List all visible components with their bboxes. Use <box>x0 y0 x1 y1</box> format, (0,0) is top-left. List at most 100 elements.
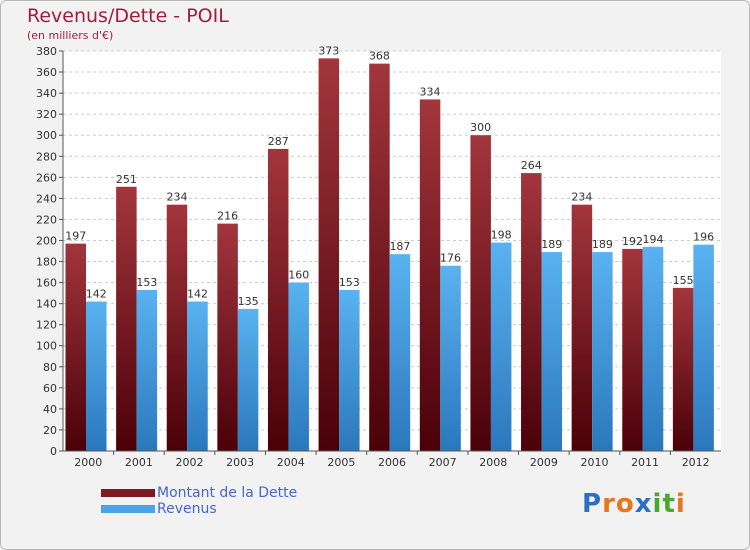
legend-label-debt: Montant de la Dette <box>157 485 298 501</box>
bar-revenus <box>490 242 512 451</box>
bar-dette <box>116 186 137 451</box>
data-labels: 197 142 251 153 234 142 216 135 287 160 373 153 368 1… <box>65 44 714 308</box>
logo-letter: P <box>582 489 603 519</box>
data-label: 287 <box>268 135 289 148</box>
y-tick-label: 260 <box>36 171 57 184</box>
data-label: 153 <box>339 276 360 289</box>
data-label: 189 <box>592 238 613 251</box>
data-label: 135 <box>238 295 259 308</box>
bar-revenus <box>440 265 461 451</box>
bar-revenus <box>642 246 664 451</box>
logo-letter: o <box>615 489 635 519</box>
y-tick-label: 0 <box>50 445 57 458</box>
y-tick-label: 160 <box>36 277 57 290</box>
bar-revenus <box>237 308 259 451</box>
data-label: 264 <box>521 159 542 172</box>
x-tick-label: 2000 <box>74 456 102 469</box>
x-tick-label: 2012 <box>682 456 710 469</box>
y-tick-label: 120 <box>36 319 57 332</box>
data-label: 192 <box>622 235 643 248</box>
chart-subtitle: (en milliers d'€) <box>27 29 114 42</box>
bar-dette <box>318 58 340 452</box>
x-tick-label: 2006 <box>378 456 406 469</box>
bar-revenus <box>136 289 158 451</box>
bar-dette <box>622 248 643 451</box>
x-tick-label: 2003 <box>226 456 254 469</box>
data-label: 373 <box>318 44 339 57</box>
y-tick-label: 100 <box>36 340 57 353</box>
x-tick-label: 2008 <box>479 456 507 469</box>
data-label: 368 <box>369 50 390 63</box>
axes: 0 20 40 60 80 100 120 140 160 180 200 220 240 260 280 3… <box>36 45 721 469</box>
bar-revenus <box>693 244 714 451</box>
y-tick-label: 180 <box>36 256 57 269</box>
bar-revenus <box>187 301 208 451</box>
y-tick-label: 220 <box>36 213 57 226</box>
bar-dette <box>65 243 86 451</box>
legend-item-revenus: Revenus <box>101 501 297 517</box>
data-label: 234 <box>571 191 592 204</box>
logo-letter: i <box>675 489 686 519</box>
legend-swatch-revenus <box>101 505 155 513</box>
y-tick-label: 140 <box>36 298 57 311</box>
bar-revenus <box>288 282 309 451</box>
data-label: 153 <box>136 276 157 289</box>
logo-letter: i <box>652 489 663 519</box>
data-label: 155 <box>673 274 694 287</box>
data-label: 160 <box>288 269 309 282</box>
bar-dette <box>672 287 694 451</box>
data-label: 216 <box>217 210 238 223</box>
x-tick-label: 2009 <box>530 456 558 469</box>
bar-dette <box>571 204 593 451</box>
data-label: 142 <box>86 288 107 301</box>
bars <box>65 58 714 452</box>
y-tick-label: 200 <box>36 234 57 247</box>
bar-revenus <box>86 301 107 451</box>
x-tick-label: 2001 <box>125 456 153 469</box>
bar-dette <box>267 148 289 452</box>
legend: Montant de la Dette Revenus <box>101 485 297 517</box>
y-tick-label: 80 <box>43 361 57 374</box>
bar-dette <box>369 63 390 451</box>
bar-dette <box>419 99 441 451</box>
data-label: 300 <box>470 121 491 134</box>
y-tick-label: 360 <box>36 66 57 79</box>
y-tick-label: 40 <box>43 403 57 416</box>
logo-letter: t <box>662 489 676 519</box>
data-label: 334 <box>420 85 441 98</box>
logo-letter: x <box>634 489 653 519</box>
x-tick-label: 2004 <box>277 456 305 469</box>
y-tick-label: 340 <box>36 87 57 100</box>
bar-revenus <box>541 252 563 451</box>
legend-item-debt: Montant de la Dette <box>101 485 297 501</box>
bar-revenus <box>389 254 411 451</box>
x-tick-label: 2002 <box>176 456 204 469</box>
y-tick-label: 60 <box>43 382 57 395</box>
chart-title: Revenus/Dette - POIL <box>27 5 229 27</box>
data-label: 251 <box>116 173 137 186</box>
bar-dette <box>470 135 491 452</box>
y-tick-label: 320 <box>36 108 57 121</box>
data-label: 187 <box>389 240 410 253</box>
legend-swatch-debt <box>101 489 155 497</box>
data-label: 234 <box>166 191 187 204</box>
data-label: 196 <box>693 231 714 244</box>
y-tick-label: 280 <box>36 150 57 163</box>
y-tick-label: 380 <box>36 45 57 58</box>
y-tick-label: 300 <box>36 129 57 142</box>
bar-revenus <box>592 252 613 451</box>
data-label: 198 <box>491 229 512 242</box>
data-label: 197 <box>65 230 86 243</box>
x-tick-label: 2011 <box>631 456 659 469</box>
data-label: 176 <box>440 252 461 265</box>
bar-revenus <box>339 289 360 451</box>
x-tick-label: 2005 <box>327 456 355 469</box>
proxiti-logo: Proxiti <box>582 489 686 519</box>
x-tick-label: 2007 <box>429 456 457 469</box>
legend-label-revenus: Revenus <box>157 501 217 517</box>
data-label: 142 <box>187 288 208 301</box>
bar-dette <box>217 223 238 451</box>
x-tick-label: 2010 <box>580 456 608 469</box>
